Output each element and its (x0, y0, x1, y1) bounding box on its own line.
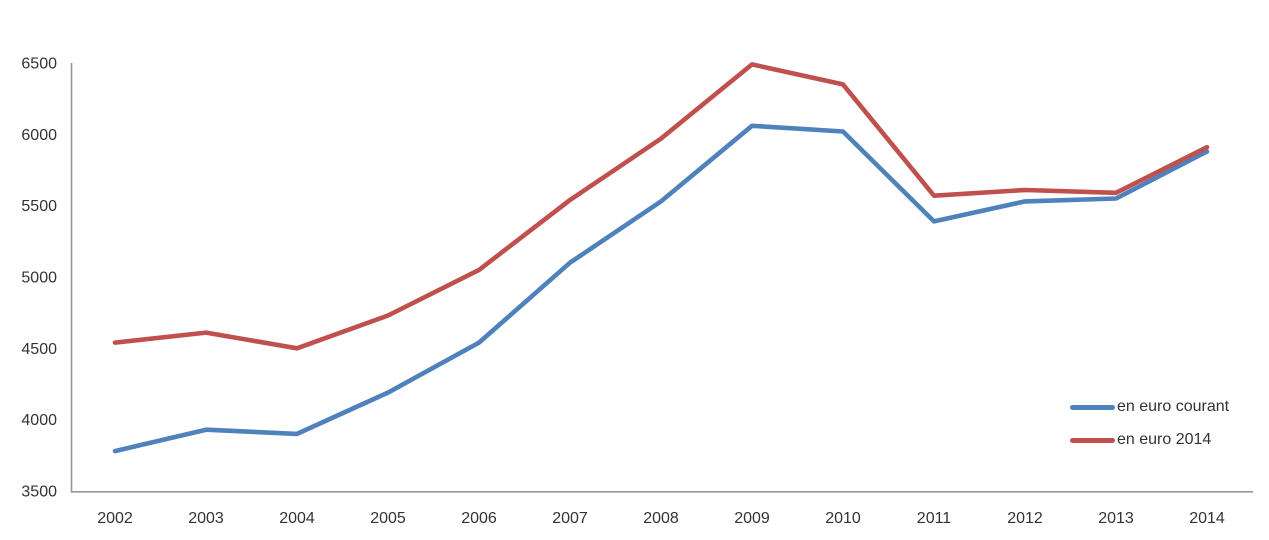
x-tick-label: 2004 (279, 510, 315, 527)
legend-swatch-en-euro-courant (1070, 404, 1115, 410)
x-tick-label: 2012 (1007, 510, 1043, 527)
x-tick-label: 2006 (461, 510, 497, 527)
x-tick-label: 2013 (1098, 510, 1134, 527)
y-tick-label: 5500 (21, 198, 57, 215)
x-tick-label: 2005 (370, 510, 406, 527)
legend-label-en-euro-courant: en euro courant (1117, 398, 1230, 415)
x-tick-label: 2008 (643, 510, 679, 527)
legend-item-en-euro-2014: en euro 2014 (1070, 432, 1229, 448)
x-tick-label: 2009 (734, 510, 770, 527)
series-line-en-euro-2014 (112, 62, 1210, 351)
x-tick-label: 2010 (825, 510, 861, 527)
x-tick-label: 2003 (188, 510, 224, 527)
legend-label-en-euro-2014: en euro 2014 (1117, 431, 1212, 448)
series-line-en-euro-courant (112, 123, 1210, 454)
x-tick-label: 2007 (552, 510, 588, 527)
x-tick-label: 2014 (1189, 510, 1225, 527)
y-tick-label: 4500 (21, 341, 57, 358)
y-tick-label: 5000 (21, 270, 57, 287)
legend: en euro courant en euro 2014 (1070, 399, 1229, 448)
legend-swatch-en-euro-2014 (1070, 437, 1115, 443)
y-tick-label: 4000 (21, 412, 57, 429)
y-tick-label: 6500 (21, 56, 57, 73)
x-tick-label: 2011 (917, 510, 952, 527)
y-tick-label: 3500 (21, 484, 57, 501)
legend-item-en-euro-courant: en euro courant (1070, 399, 1229, 415)
y-tick-label: 6000 (21, 127, 57, 144)
x-tick-label: 2002 (97, 510, 133, 527)
